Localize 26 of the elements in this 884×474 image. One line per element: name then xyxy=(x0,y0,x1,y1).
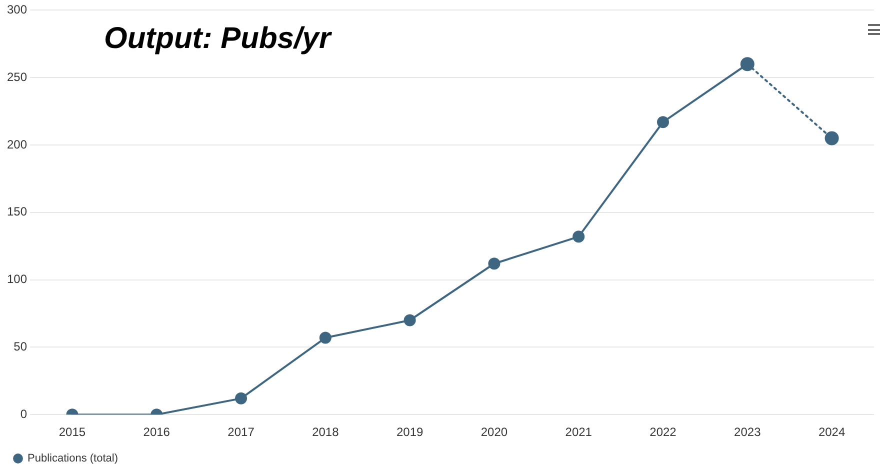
y-tick-label: 300 xyxy=(6,2,28,17)
point xyxy=(319,332,332,344)
y-tick-label: 150 xyxy=(6,204,28,219)
y-tick-label: 100 xyxy=(6,272,28,286)
point xyxy=(235,392,248,404)
point xyxy=(657,116,670,128)
legend-label: Publications (total) xyxy=(28,452,118,465)
x-tick-label: 2022 xyxy=(650,425,677,440)
chart-title: Output: Pubs/yr xyxy=(104,22,331,56)
x-tick-label: 2023 xyxy=(734,425,762,440)
x-tick-label: 2021 xyxy=(565,425,592,440)
point xyxy=(488,258,500,270)
x-tick-label: 2019 xyxy=(396,425,424,440)
x-tick-label: 2016 xyxy=(143,425,170,440)
x-tick-label: 2015 xyxy=(58,425,86,440)
y-tick-label: 200 xyxy=(6,137,28,152)
point xyxy=(824,131,839,146)
x-tick-label: 2018 xyxy=(312,425,340,440)
x-tick-label: 2024 xyxy=(818,425,846,440)
y-tick-label: 250 xyxy=(6,70,28,84)
point xyxy=(404,314,416,326)
y-tick-label: 50 xyxy=(14,340,28,354)
point xyxy=(572,230,585,243)
x-tick-label: 2020 xyxy=(480,425,508,440)
y-tick-label: 0 xyxy=(20,406,28,421)
x-tick-label: 2017 xyxy=(228,425,255,440)
